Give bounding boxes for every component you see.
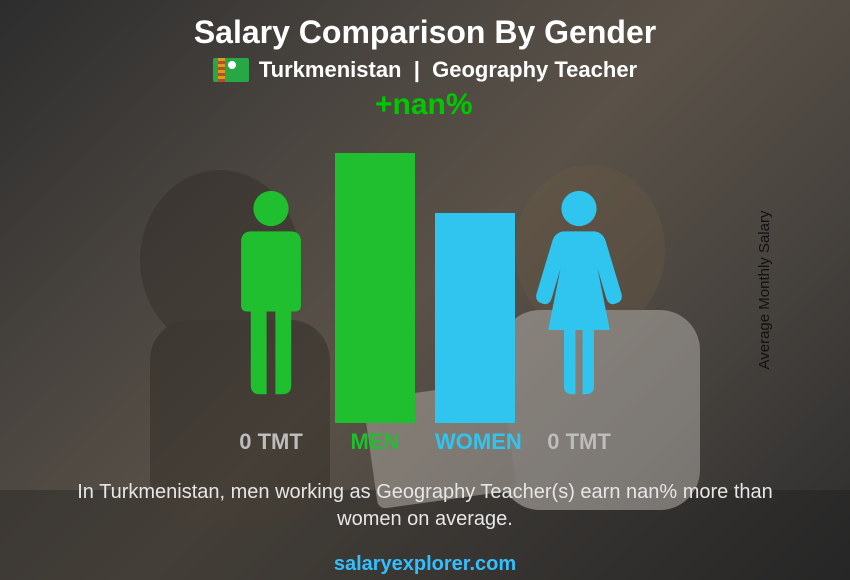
men-label: MEN bbox=[335, 429, 415, 455]
women-label: WOMEN bbox=[435, 429, 515, 455]
subtitle-row: Turkmenistan | Geography Teacher bbox=[213, 57, 637, 83]
men-bar-column bbox=[335, 153, 415, 423]
men-salary-value: 0 TMT bbox=[227, 429, 315, 455]
difference-label: +nan% bbox=[375, 88, 473, 122]
subtitle-separator: | bbox=[414, 57, 420, 82]
country-name: Turkmenistan bbox=[259, 57, 402, 82]
women-salary-value: 0 TMT bbox=[535, 429, 623, 455]
labels-row: 0 TMT MEN WOMEN 0 TMT bbox=[165, 429, 685, 455]
turkmenistan-flag-icon bbox=[213, 58, 249, 82]
y-axis-label: Average Monthly Salary bbox=[756, 211, 773, 370]
infographic-container: Salary Comparison By Gender Turkmenistan… bbox=[0, 0, 850, 580]
women-bar-column bbox=[435, 213, 515, 423]
men-bar bbox=[335, 153, 415, 423]
chart-area: +nan% bbox=[165, 93, 685, 423]
male-icon-column bbox=[227, 163, 315, 423]
job-title: Geography Teacher bbox=[432, 57, 637, 82]
description-text: In Turkmenistan, men working as Geograph… bbox=[75, 479, 775, 533]
main-title: Salary Comparison By Gender bbox=[194, 14, 656, 51]
female-person-icon bbox=[535, 163, 623, 423]
women-bar bbox=[435, 213, 515, 423]
subtitle-text: Turkmenistan | Geography Teacher bbox=[259, 57, 637, 83]
male-person-icon bbox=[227, 163, 315, 423]
source-link[interactable]: salaryexplorer.com bbox=[334, 553, 516, 576]
female-icon-column bbox=[535, 163, 623, 423]
